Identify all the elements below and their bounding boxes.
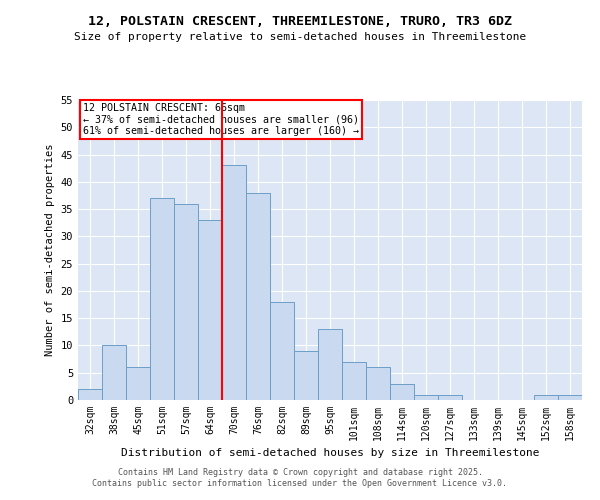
Y-axis label: Number of semi-detached properties: Number of semi-detached properties — [45, 144, 55, 356]
Text: 12 POLSTAIN CRESCENT: 66sqm
← 37% of semi-detached houses are smaller (96)
61% o: 12 POLSTAIN CRESCENT: 66sqm ← 37% of sem… — [83, 103, 359, 136]
Bar — [534, 394, 558, 400]
Bar — [126, 368, 150, 400]
Bar — [342, 362, 366, 400]
Bar — [438, 394, 462, 400]
Bar — [270, 302, 294, 400]
Text: Size of property relative to semi-detached houses in Threemilestone: Size of property relative to semi-detach… — [74, 32, 526, 42]
Bar — [174, 204, 198, 400]
Bar — [102, 346, 126, 400]
Bar — [366, 368, 390, 400]
X-axis label: Distribution of semi-detached houses by size in Threemilestone: Distribution of semi-detached houses by … — [121, 448, 539, 458]
Bar — [246, 192, 270, 400]
Bar — [78, 389, 102, 400]
Bar — [390, 384, 414, 400]
Bar — [558, 394, 582, 400]
Bar — [414, 394, 438, 400]
Text: Contains HM Land Registry data © Crown copyright and database right 2025.
Contai: Contains HM Land Registry data © Crown c… — [92, 468, 508, 487]
Bar — [318, 329, 342, 400]
Text: 12, POLSTAIN CRESCENT, THREEMILESTONE, TRURO, TR3 6DZ: 12, POLSTAIN CRESCENT, THREEMILESTONE, T… — [88, 15, 512, 28]
Bar — [294, 351, 318, 400]
Bar — [222, 166, 246, 400]
Bar — [150, 198, 174, 400]
Bar — [198, 220, 222, 400]
